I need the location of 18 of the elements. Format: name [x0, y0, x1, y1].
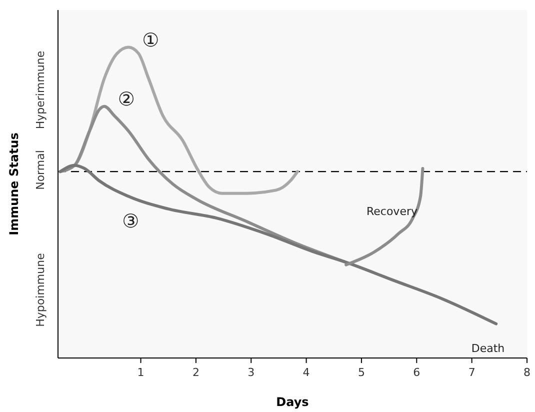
annotation: Death: [471, 342, 505, 356]
text: Hyperimmune: [34, 50, 47, 130]
x-tick-label: 6: [413, 366, 420, 379]
x-tick-label: 3: [248, 366, 255, 379]
x-tick-label: 4: [302, 366, 310, 379]
x-tick-label: 7: [468, 366, 476, 379]
text: Normal: [34, 150, 47, 190]
x-tick-label: 2: [192, 366, 200, 379]
x-tick-label: 5: [358, 366, 365, 379]
series-label: ②: [118, 88, 135, 111]
x-axis-title: Days: [276, 395, 309, 409]
x-tick-label: 8: [524, 366, 530, 379]
series-label: ①: [142, 29, 160, 52]
y-axis-title: Immune Status: [7, 132, 21, 236]
annotation: Recovery: [366, 205, 418, 218]
text: Hypoimmune: [34, 252, 47, 327]
x-tick-label: 1: [137, 366, 144, 379]
series-label: ③: [122, 210, 140, 233]
